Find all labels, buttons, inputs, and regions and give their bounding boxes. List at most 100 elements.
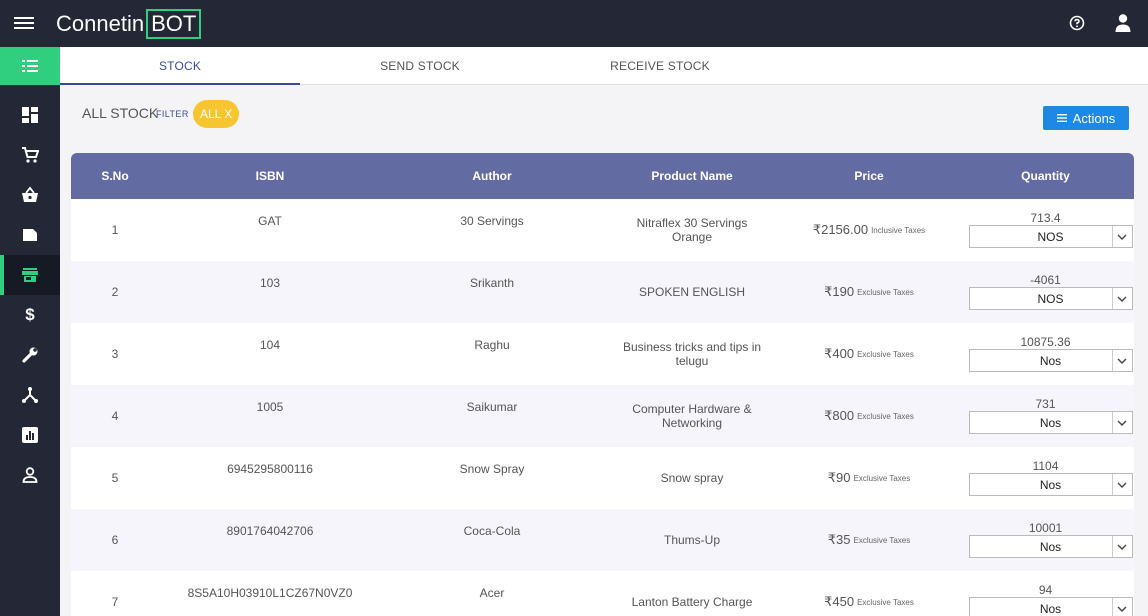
cell-author: Saikumar xyxy=(381,385,603,447)
chevron-down-icon xyxy=(1111,350,1132,371)
filter-bar: ALL STOCK FILTER ALL X Actions xyxy=(60,85,1148,145)
top-bar: Connetin BOT xyxy=(0,0,1148,47)
row-isbn: GAT xyxy=(258,214,282,228)
row-author: 30 Servings xyxy=(460,214,524,228)
row-author: Srikanth xyxy=(469,276,515,290)
chevron-down-icon xyxy=(1111,288,1132,309)
cell-isbn: GAT xyxy=(159,199,381,261)
sidebar-item-cart[interactable] xyxy=(0,135,60,175)
row-tax: Exclusive Taxes xyxy=(853,473,911,483)
row-tax: Exclusive Taxes xyxy=(857,287,914,297)
row-sno: 2 xyxy=(111,285,119,299)
header-sno[interactable]: S.No xyxy=(101,169,129,183)
row-isbn: 104 xyxy=(259,338,281,352)
cell-isbn: 103 xyxy=(159,261,381,323)
tab-receive-stock[interactable]: RECEIVE STOCK xyxy=(610,59,710,73)
chevron-down-icon xyxy=(1111,412,1132,433)
row-isbn: 1005 xyxy=(256,400,284,414)
cell-product-name: Lanton Battery Charge xyxy=(603,571,781,616)
user-icon[interactable] xyxy=(1112,12,1134,34)
cell-product-name: Nitraflex 30 Servings Orange xyxy=(603,199,781,261)
table-row[interactable]: 1 GAT 30 Servings Nitraflex 30 Servings … xyxy=(71,199,1134,261)
row-sno: 5 xyxy=(111,471,119,485)
header-author[interactable]: Author xyxy=(472,169,512,183)
unit-select[interactable]: Nos xyxy=(968,535,1133,558)
sidebar-item-dollar[interactable]: $ xyxy=(0,295,60,335)
sidebar-item-wallet[interactable] xyxy=(0,215,60,255)
table-row[interactable]: 7 8S5A10H03910L1CZ67N0VZ0 Acer Lanton Ba… xyxy=(71,571,1134,616)
unit-select[interactable]: NOS xyxy=(968,225,1133,248)
row-author: Coca-Cola xyxy=(463,524,521,538)
cell-price: ₹2156.00 Inclusive Taxes xyxy=(781,199,957,261)
filter-label[interactable]: FILTER xyxy=(156,109,189,119)
header-isbn[interactable]: ISBN xyxy=(255,169,285,183)
sidebar-item-store[interactable] xyxy=(0,255,60,295)
row-unit: Nos xyxy=(1039,353,1062,368)
cell-author: Acer xyxy=(381,571,603,616)
cell-quantity: 10875.36 Nos xyxy=(957,323,1134,385)
cell-sno: 6 xyxy=(71,509,159,571)
tab-send-stock[interactable]: SEND STOCK xyxy=(380,59,460,73)
quantity-value: 713.4 xyxy=(1030,211,1061,225)
row-sno: 3 xyxy=(111,347,119,361)
stock-table: S.No ISBN Author Product Name Price Quan… xyxy=(71,153,1134,616)
row-price: ₹450 xyxy=(824,594,855,609)
sidebar-item-basket[interactable] xyxy=(0,175,60,215)
filter-chip-all[interactable]: ALL X xyxy=(193,100,240,128)
row-isbn: 8S5A10H03910L1CZ67N0VZ0 xyxy=(187,586,353,600)
menu-icon[interactable] xyxy=(14,14,34,32)
quantity-value: 1104 xyxy=(1032,459,1059,473)
cell-quantity: 1104 Nos xyxy=(957,447,1134,509)
brand-logo[interactable]: Connetin BOT xyxy=(56,8,202,40)
cell-quantity: 731 Nos xyxy=(957,385,1134,447)
row-product: Lanton Battery Charge xyxy=(631,595,753,609)
header-quantity[interactable]: Quantity xyxy=(1021,169,1070,183)
wallet-icon xyxy=(23,229,37,241)
person-icon xyxy=(22,467,38,483)
cell-isbn: 1005 xyxy=(159,385,381,447)
sidebar-item-dashboard[interactable] xyxy=(0,95,60,135)
cart-icon xyxy=(22,147,39,163)
table-row[interactable]: 6 8901764042706 Coca-Cola Thums-Up ₹35 Ex… xyxy=(71,509,1134,571)
sidebar: $ xyxy=(0,47,60,616)
actions-button[interactable]: Actions xyxy=(1043,106,1129,130)
unit-select[interactable]: Nos xyxy=(968,349,1133,372)
help-circle-icon[interactable] xyxy=(1066,12,1088,34)
list-icon xyxy=(22,60,38,72)
header-price[interactable]: Price xyxy=(854,169,884,183)
unit-select[interactable]: Nos xyxy=(968,597,1133,616)
sidebar-toggle[interactable] xyxy=(0,47,60,85)
row-price: ₹190 xyxy=(824,284,855,299)
row-unit: Nos xyxy=(1039,415,1062,430)
cell-isbn: 104 xyxy=(159,323,381,385)
table-row[interactable]: 5 6945295800116 Snow Spray Snow spray ₹9… xyxy=(71,447,1134,509)
chevron-down-icon xyxy=(1111,474,1132,495)
table-row[interactable]: 4 1005 Saikumar Computer Hardware & Netw… xyxy=(71,385,1134,447)
row-tax: Exclusive Taxes xyxy=(857,411,914,421)
unit-select[interactable]: Nos xyxy=(968,473,1133,496)
row-unit: Nos xyxy=(1039,477,1062,492)
table-row[interactable]: 2 103 Srikanth SPOKEN ENGLISH ₹190 Exclus… xyxy=(71,261,1134,323)
sidebar-item-network[interactable] xyxy=(0,375,60,415)
quantity-value: 10001 xyxy=(1028,521,1063,535)
brand-prefix: Connetin xyxy=(56,11,145,36)
row-tax: Inclusive Taxes xyxy=(871,225,926,235)
table-header: S.No ISBN Author Product Name Price Quan… xyxy=(71,153,1134,199)
unit-select[interactable]: NOS xyxy=(968,287,1133,310)
table-row[interactable]: 3 104 Raghu Business tricks and tips in … xyxy=(71,323,1134,385)
cell-sno: 2 xyxy=(71,261,159,323)
tab-stock[interactable]: STOCK xyxy=(60,47,300,85)
chevron-down-icon xyxy=(1111,536,1132,557)
row-author: Saikumar xyxy=(466,400,518,414)
quantity-value: 10875.36 xyxy=(1020,335,1071,349)
sidebar-item-profile[interactable] xyxy=(0,455,60,495)
unit-select[interactable]: Nos xyxy=(968,411,1133,434)
sidebar-item-reports[interactable] xyxy=(0,415,60,455)
sidebar-item-wrench[interactable] xyxy=(0,335,60,375)
cell-author: Coca-Cola xyxy=(381,509,603,571)
cell-quantity: -4061 NOS xyxy=(957,261,1134,323)
header-product-name[interactable]: Product Name xyxy=(651,169,733,183)
row-product: Business tricks and tips in telugu xyxy=(622,340,762,368)
cell-product-name: Computer Hardware & Networking xyxy=(603,385,781,447)
row-product: Snow spray xyxy=(660,471,724,485)
